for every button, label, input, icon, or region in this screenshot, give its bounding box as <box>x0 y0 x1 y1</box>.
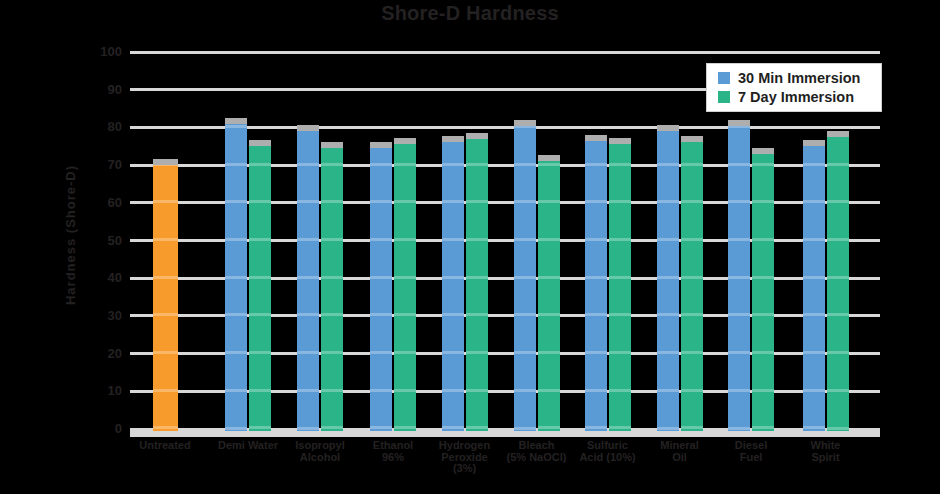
bar-30min-immersion <box>585 141 607 431</box>
bar-7day-immersion <box>249 146 271 431</box>
y-tick-label: 60 <box>80 195 122 210</box>
bar-30min-immersion <box>657 131 679 431</box>
chart-title: Shore-D Hardness <box>0 2 940 25</box>
legend-swatch-7day-icon <box>718 91 730 103</box>
bar-7day-immersion <box>752 154 774 431</box>
y-tick-label: 30 <box>80 308 122 323</box>
y-axis-title: Hardness (Shore-D) <box>63 165 78 305</box>
bar-7day-immersion <box>538 161 560 431</box>
y-tick-label: 90 <box>80 82 122 97</box>
bar-30min-immersion <box>803 146 825 431</box>
bar-30min-immersion <box>297 131 319 431</box>
legend-swatch-30min-icon <box>718 72 730 84</box>
bar-7day-immersion <box>394 144 416 431</box>
x-category-label-line: White <box>778 440 874 452</box>
y-tick-label: 0 <box>80 421 122 436</box>
chart-canvas: Shore-D Hardness Hardness (Shore-D) 0 10 2… <box>0 0 940 494</box>
bar-30min-immersion <box>514 126 536 431</box>
x-category-label-line: (3%) <box>417 463 513 475</box>
y-tick-label: 40 <box>80 270 122 285</box>
x-category-label-line: Spirit <box>778 452 874 464</box>
y-tick-label: 50 <box>80 233 122 248</box>
y-tick-label: 10 <box>80 383 122 398</box>
bar-7day-immersion <box>681 142 703 431</box>
bar-30min-immersion <box>442 142 464 431</box>
bar-30min-immersion <box>728 126 750 431</box>
legend-label-7day: 7 Day Immersion <box>738 89 854 105</box>
x-category-label-line: Untreated <box>117 440 213 452</box>
bar-30min-immersion <box>225 124 247 431</box>
legend-item-30min: 30 Min Immersion <box>718 70 881 86</box>
y-tick-label: 20 <box>80 346 122 361</box>
y-tick-label: 80 <box>80 119 122 134</box>
bar-untreated-control <box>153 165 178 431</box>
y-tick-label: 70 <box>80 157 122 172</box>
y-tick-label: 100 <box>80 44 122 59</box>
legend: 30 Min Immersion 7 Day Immersion <box>706 63 882 112</box>
bar-7day-immersion <box>827 137 849 431</box>
x-category-label: WhiteSpirit <box>778 440 874 463</box>
legend-item-7day: 7 Day Immersion <box>718 89 881 105</box>
bar-30min-immersion <box>370 148 392 431</box>
bar-7day-immersion <box>609 144 631 431</box>
gridline <box>130 51 880 54</box>
bar-7day-immersion <box>466 139 488 431</box>
bar-7day-immersion <box>321 148 343 431</box>
legend-label-30min: 30 Min Immersion <box>738 70 860 86</box>
x-category-label: Untreated <box>117 440 213 452</box>
